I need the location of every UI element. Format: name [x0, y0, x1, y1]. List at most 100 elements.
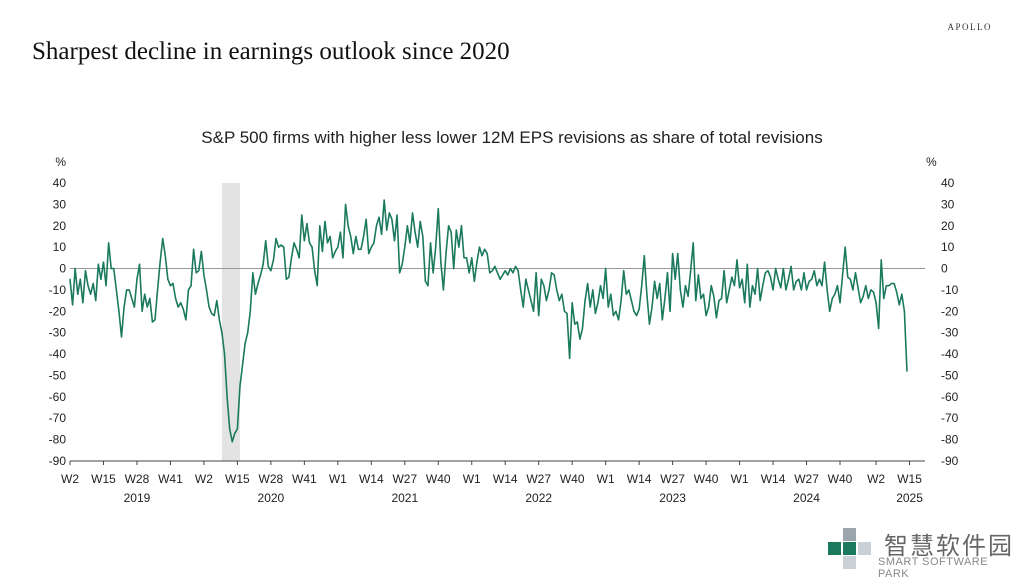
data-point — [790, 265, 792, 267]
data-point — [561, 293, 563, 295]
data-point — [404, 246, 406, 248]
data-point — [903, 310, 906, 312]
data-point — [491, 270, 493, 272]
data-point — [728, 289, 730, 291]
data-point — [445, 252, 447, 255]
data-point — [278, 246, 280, 248]
data-point — [550, 272, 553, 274]
data-point — [496, 272, 499, 274]
data-point — [888, 285, 890, 287]
data-point — [177, 306, 179, 308]
data-point — [818, 278, 821, 280]
data-point — [478, 246, 481, 248]
data-point — [677, 252, 679, 255]
y-tick-label-right: -50 — [941, 368, 959, 382]
data-point — [785, 289, 787, 291]
data-point — [239, 385, 241, 387]
data-point — [162, 238, 164, 240]
data-point — [288, 276, 290, 278]
data-point — [857, 287, 859, 289]
data-point — [576, 321, 578, 323]
y-tick-label-left: -80 — [49, 433, 67, 447]
data-point — [504, 270, 506, 272]
data-point — [556, 289, 558, 291]
data-point — [275, 238, 277, 240]
y-tick-label-left: 40 — [53, 176, 67, 190]
data-point — [131, 297, 133, 300]
data-point — [829, 310, 831, 312]
data-point — [872, 291, 875, 293]
data-point — [198, 270, 200, 272]
data-point — [612, 314, 614, 317]
data-point — [695, 300, 697, 302]
data-point — [200, 250, 202, 253]
data-point — [749, 306, 751, 308]
data-point — [468, 272, 470, 274]
data-point — [272, 259, 275, 261]
data-point — [203, 274, 205, 276]
data-point — [74, 267, 76, 270]
data-point — [754, 293, 756, 295]
data-point — [156, 289, 159, 291]
data-point — [481, 255, 483, 257]
y-tick-label-right: -30 — [941, 326, 959, 340]
data-point — [705, 314, 707, 317]
y-tick-label-left: 30 — [53, 197, 67, 211]
data-point — [432, 272, 434, 274]
watermark: 智慧软件园 SMART SOFTWARE PARK — [828, 526, 1018, 580]
data-point — [342, 257, 344, 259]
data-point — [733, 285, 736, 287]
data-point — [259, 274, 262, 276]
data-point — [579, 338, 581, 340]
data-point — [167, 278, 169, 280]
data-point — [399, 272, 401, 274]
x-tick-label: W15 — [897, 472, 922, 486]
data-point — [787, 278, 790, 280]
data-point — [285, 278, 287, 280]
data-point — [548, 289, 550, 291]
y-tick-label-left: 0 — [59, 262, 66, 276]
y-tick-label-left: -20 — [49, 304, 67, 318]
data-point — [368, 252, 370, 255]
data-point — [388, 212, 390, 214]
data-point — [365, 218, 367, 220]
data-point — [296, 248, 298, 250]
x-tick-label: W14 — [359, 472, 384, 486]
data-point — [154, 319, 156, 321]
brand-logo-text: APOLLO — [947, 22, 992, 32]
data-point — [821, 285, 823, 287]
data-point — [847, 276, 849, 278]
data-point — [659, 282, 661, 285]
x-tick-label: W1 — [329, 472, 347, 486]
data-point — [386, 229, 388, 231]
data-point — [605, 267, 607, 270]
data-point — [702, 293, 705, 295]
data-point — [841, 274, 844, 276]
data-point — [159, 261, 161, 263]
data-point — [687, 295, 689, 297]
data-point — [236, 428, 238, 430]
data-point — [442, 289, 445, 291]
data-point — [502, 274, 504, 276]
data-point — [723, 270, 725, 272]
data-point — [92, 282, 94, 285]
watermark-text-cn: 智慧软件园 — [884, 532, 1014, 560]
data-point — [808, 280, 810, 282]
x-tick-label: W40 — [694, 472, 719, 486]
data-point — [344, 203, 347, 205]
data-point — [793, 289, 795, 291]
data-point — [455, 229, 457, 231]
data-point — [151, 321, 154, 323]
data-point — [270, 270, 272, 272]
watermark-logo-icon — [828, 526, 872, 570]
data-point — [321, 250, 323, 253]
data-point — [105, 285, 107, 287]
y-tick-label-right: -90 — [941, 454, 959, 468]
data-point — [172, 282, 174, 285]
data-point — [736, 259, 738, 261]
data-point — [427, 285, 429, 287]
data-point — [383, 199, 385, 201]
y-tick-label-left: -50 — [49, 368, 67, 382]
data-point — [764, 272, 766, 274]
